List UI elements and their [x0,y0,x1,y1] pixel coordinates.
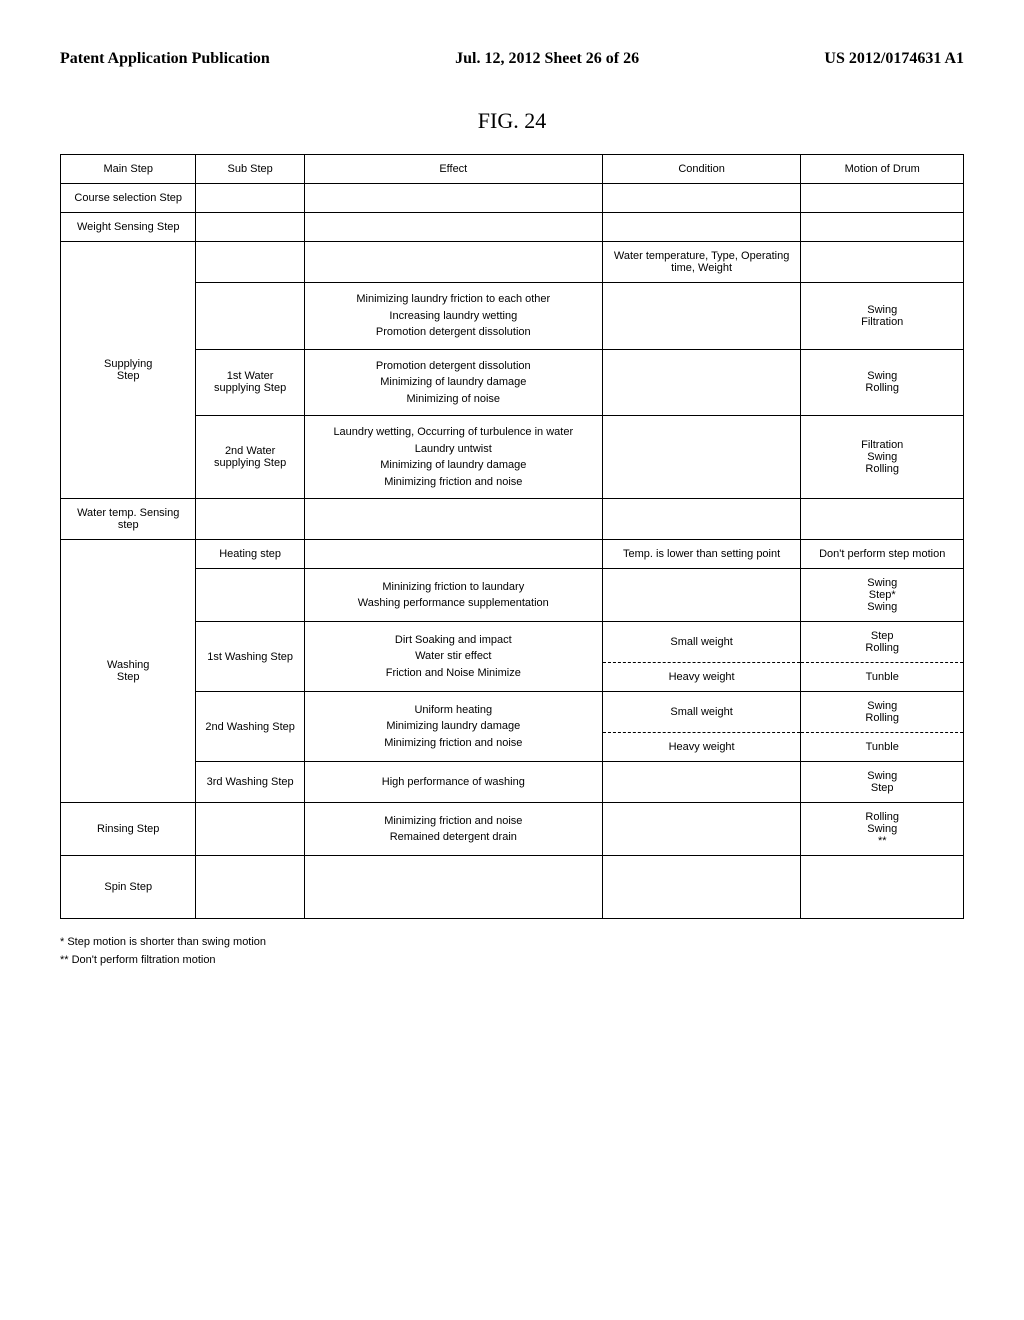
cell-empty [602,499,801,540]
cell-2nd-washing-cond-small: Small weight [602,692,801,733]
col-header-main-step: Main Step [61,155,196,184]
cell-heating: Heating step [196,540,304,569]
col-header-motion: Motion of Drum [801,155,964,184]
cell-empty [801,242,964,283]
header-center: Jul. 12, 2012 Sheet 26 of 26 [455,50,639,68]
cell-heating-condition: Temp. is lower than setting point [602,540,801,569]
table-row: Rinsing Step Minimizing friction and noi… [61,803,964,856]
cell-2nd-washing-cond-heavy: Heavy weight [602,733,801,762]
cell-empty [602,569,801,622]
cell-empty [602,762,801,803]
cell-2nd-washing-motion-heavy: Tunble [801,733,964,762]
cell-empty [602,283,801,350]
cell-empty [304,540,602,569]
table-header-row: Main Step Sub Step Effect Condition Moti… [61,155,964,184]
cell-empty [602,184,801,213]
cell-washing-main: Washing Step [61,540,196,803]
cell-washing-effect-1: Mininizing friction to laundary Washing … [304,569,602,622]
cell-empty [304,242,602,283]
figure-caption: FIG. 24 [60,108,964,134]
table-row: Washing Step Heating step Temp. is lower… [61,540,964,569]
cell-empty [801,499,964,540]
table-row: 1st Washing Step Dirt Soaking and impact… [61,622,964,663]
cell-empty [801,184,964,213]
cell-2nd-water-supply: 2nd Water supplying Step [196,416,304,499]
table-row: Minimizing laundry friction to each othe… [61,283,964,350]
table-row: 3rd Washing Step High performance of was… [61,762,964,803]
cell-3rd-washing: 3rd Washing Step [196,762,304,803]
cell-supplying-motion-3: Filtration Swing Rolling [801,416,964,499]
cell-course-selection: Course selection Step [61,184,196,213]
table-row: Mininizing friction to laundary Washing … [61,569,964,622]
cell-empty [196,803,304,856]
cell-supplying-effect-3: Laundry wetting, Occurring of turbulence… [304,416,602,499]
footnote-2: ** Don't perform filtration motion [60,952,964,970]
cell-rinsing-motion: Rolling Swing ** [801,803,964,856]
table-row: Spin Step [61,856,964,919]
cell-empty [304,856,602,919]
cell-2nd-washing-motion-small: Swing Rolling [801,692,964,733]
cell-empty [304,213,602,242]
table-row: Supplying Step Water temperature, Type, … [61,242,964,283]
cell-empty [196,283,304,350]
cell-empty [196,569,304,622]
cell-empty [602,856,801,919]
cell-1st-washing-motion-heavy: Tunble [801,663,964,692]
cell-washing-motion-1: Swing Step* Swing [801,569,964,622]
header-right: US 2012/0174631 A1 [824,50,964,68]
cell-2nd-washing-effect: Uniform heating Minimizing laundry damag… [304,692,602,762]
cell-supplying-motion-2: Swing Rolling [801,349,964,416]
cell-supplying-effect-1: Minimizing laundry friction to each othe… [304,283,602,350]
cell-empty [304,499,602,540]
cell-empty [304,184,602,213]
cell-1st-water-supply: 1st Water supplying Step [196,349,304,416]
cell-1st-washing-cond-small: Small weight [602,622,801,663]
cell-water-temp: Water temp. Sensing step [61,499,196,540]
table-row: 2nd Water supplying Step Laundry wetting… [61,416,964,499]
cell-supplying-motion-1: Swing Filtration [801,283,964,350]
cell-empty [196,499,304,540]
table-row: 1st Water supplying Step Promotion deter… [61,349,964,416]
cell-1st-washing: 1st Washing Step [196,622,304,692]
col-header-sub-step: Sub Step [196,155,304,184]
cell-empty [801,213,964,242]
cell-1st-washing-effect: Dirt Soaking and impact Water stir effec… [304,622,602,692]
cell-3rd-washing-motion: Swing Step [801,762,964,803]
col-header-effect: Effect [304,155,602,184]
cell-empty [602,803,801,856]
cell-empty [602,349,801,416]
header-left: Patent Application Publication [60,50,270,68]
cell-rinsing: Rinsing Step [61,803,196,856]
cell-empty [602,416,801,499]
cell-supplying-effect-2: Promotion detergent dissolution Minimizi… [304,349,602,416]
cell-heating-motion: Don't perform step motion [801,540,964,569]
cell-empty [196,856,304,919]
cell-3rd-washing-effect: High performance of washing [304,762,602,803]
cell-empty [801,856,964,919]
cell-supplying-main: Supplying Step [61,242,196,499]
cell-supplying-condition: Water temperature, Type, Operating time,… [602,242,801,283]
cell-empty [196,242,304,283]
table-row: Course selection Step [61,184,964,213]
cell-empty [196,213,304,242]
footnote-1: * Step motion is shorter than swing moti… [60,934,964,952]
cell-weight-sensing: Weight Sensing Step [61,213,196,242]
process-table: Main Step Sub Step Effect Condition Moti… [60,154,964,919]
cell-rinsing-effect: Minimizing friction and noise Remained d… [304,803,602,856]
table-row: Water temp. Sensing step [61,499,964,540]
col-header-condition: Condition [602,155,801,184]
cell-1st-washing-motion-small: Step Rolling [801,622,964,663]
cell-2nd-washing: 2nd Washing Step [196,692,304,762]
cell-spin: Spin Step [61,856,196,919]
cell-empty [196,184,304,213]
cell-empty [602,213,801,242]
cell-1st-washing-cond-heavy: Heavy weight [602,663,801,692]
footnotes: * Step motion is shorter than swing moti… [60,934,964,969]
table-row: Weight Sensing Step [61,213,964,242]
table-row: 2nd Washing Step Uniform heating Minimiz… [61,692,964,733]
